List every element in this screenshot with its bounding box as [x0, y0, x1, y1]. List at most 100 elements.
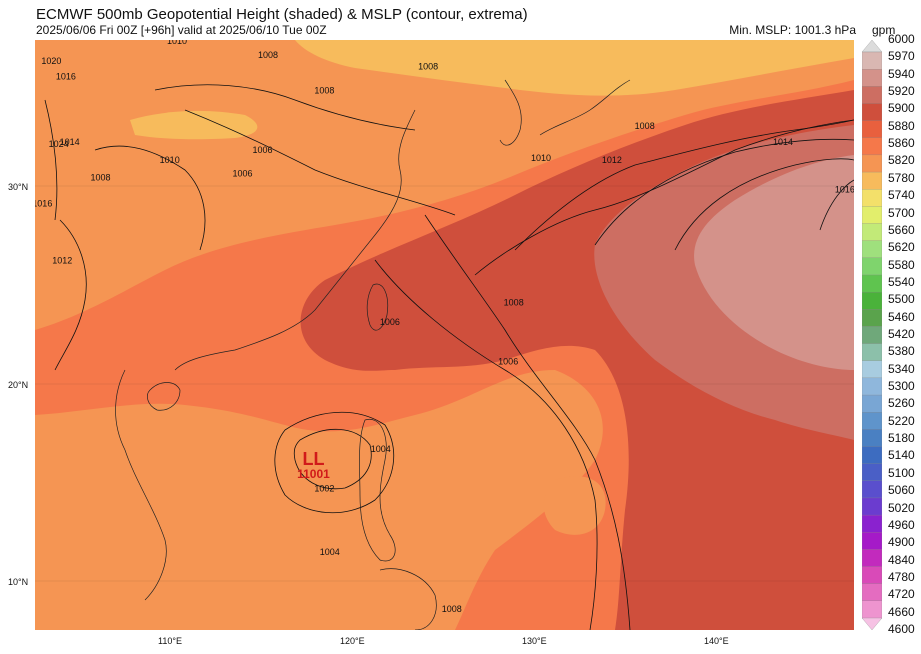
coastlines: [115, 79, 631, 630]
colorbar-tick-label: 4900: [888, 535, 915, 550]
colorbar-segment: [862, 377, 882, 396]
colorbar-tick-label: 5920: [888, 84, 915, 99]
colorbar-tick-label: 5540: [888, 274, 915, 289]
colorbar-tick-label: 5970: [888, 49, 915, 64]
colorbar-bottom-arrow: [862, 617, 882, 630]
colorbar-segment: [862, 480, 882, 499]
colorbar-tick-label: 5420: [888, 327, 915, 341]
lat-label-10: 10°N: [8, 577, 29, 587]
contour-label: 1008: [258, 50, 278, 60]
colorbar-segment: [862, 463, 882, 482]
colorbar-segment: [862, 532, 882, 551]
lon-label-130: 130°E: [522, 636, 547, 646]
isobar-1006-south: [374, 259, 598, 630]
colorbar-tick-label: 5880: [888, 118, 915, 133]
isobar-1002-low: [293, 428, 372, 490]
contour-label: 1008: [314, 86, 334, 96]
contour-label: 1008: [504, 297, 524, 307]
colorbar-top-arrow: [862, 40, 882, 53]
colorbar-tick-label: 4960: [888, 517, 915, 532]
luzon-island: [359, 418, 396, 562]
isobar-1010-east: [514, 119, 854, 251]
contour-label: 1010: [160, 155, 180, 165]
colorbar-tick-label: 4720: [888, 587, 915, 602]
contour-label: 1008: [418, 62, 438, 72]
isobar-1006-north: [184, 109, 456, 216]
colorbar-segment: [862, 223, 882, 242]
colorbar-tick-label: 4660: [888, 604, 915, 619]
colorbar-segment: [862, 566, 882, 585]
isobar-1008-south: [424, 214, 631, 630]
lon-label-110: 110°E: [158, 636, 182, 646]
height-band-5780-west: [130, 110, 258, 140]
colorbar-tick-label: 5260: [888, 396, 915, 411]
colorbar-segment: [862, 446, 882, 465]
colorbar-segment: [862, 291, 882, 310]
colorbar-segment: [862, 343, 882, 362]
colorbar-unit: gpm: [872, 23, 896, 37]
colorbar-segment: [862, 103, 882, 122]
colorbar-tick-label: 5140: [888, 448, 915, 463]
korea-peninsula: [499, 79, 522, 146]
colorbar-segment: [862, 189, 882, 208]
contour-label: 1006: [380, 317, 400, 327]
colorbar-segment: [862, 326, 882, 345]
colorbar-segment: [862, 412, 882, 430]
colorbar-segment: [862, 120, 882, 139]
lon-label-140: 140°E: [704, 636, 729, 646]
colorbar-tick-label: 5460: [888, 309, 915, 324]
colorbar-segment: [862, 51, 882, 70]
isobar-1004-low: [274, 411, 395, 514]
colorbar-tick-label: 5940: [888, 66, 915, 81]
colorbar-segment: [862, 514, 882, 533]
isobar-1012-east: [594, 138, 854, 246]
isobar-1008-north: [154, 84, 416, 131]
isobar-1008-east: [474, 119, 854, 276]
colorbar-tick-label: 5780: [888, 170, 915, 185]
taiwan-island: [366, 283, 389, 331]
colorbar-tick-label: 5340: [888, 361, 915, 376]
colorbar-segment: [862, 394, 882, 413]
indochina-coast: [115, 369, 167, 601]
height-band-5780-north: [295, 40, 854, 96]
contour-label: 1006: [252, 145, 272, 155]
colorbar-segment: [862, 600, 882, 619]
isobar-1014-east: [674, 158, 854, 251]
low-value: 11001: [297, 466, 330, 481]
colorbar-segment: [862, 137, 882, 156]
map-canvas: 1010100810081008102010161024101410081010…: [35, 40, 854, 630]
contour-label: 1004: [371, 444, 391, 454]
min-mslp-readout: Min. MSLP: 1001.3 hPa: [729, 23, 856, 37]
height-band-5820-south: [35, 370, 603, 630]
height-band-5820-sw: [543, 476, 606, 535]
contour-label: 1012: [602, 155, 622, 165]
colorbar-tick-label: 5500: [888, 292, 915, 307]
colorbar-tick-label: 4840: [888, 552, 915, 567]
contour-label: 1016: [35, 198, 52, 208]
contour-label: 1010: [531, 153, 551, 163]
isobar-1012-west: [54, 219, 87, 371]
colorbar-tick-label: 5700: [888, 205, 915, 220]
colorbar-segment: [862, 429, 882, 448]
colorbar-segment: [862, 497, 882, 516]
contour-label: 1008: [635, 121, 655, 131]
colorbar-segment: [862, 171, 882, 190]
contour-label: 1008: [442, 604, 462, 614]
colorbar-segment: [862, 154, 882, 173]
colorbar-segment: [862, 549, 882, 568]
colorbar-segment: [862, 274, 882, 293]
contour-label: 1010: [167, 40, 187, 46]
colorbar-segment: [862, 68, 882, 87]
low-symbol: LL: [302, 448, 325, 469]
colorbar-tick-label: 5020: [888, 500, 915, 515]
colorbar: [862, 40, 882, 630]
colorbar-tick-label: 6000: [888, 32, 915, 46]
colorbar-tick-label: 5180: [888, 431, 915, 446]
contour-label: 1002: [314, 483, 334, 493]
graticule: [35, 185, 854, 582]
colorbar-tick-label: 5380: [888, 344, 915, 359]
isobar-1010-west: [94, 145, 206, 251]
contour-label: 1004: [320, 547, 340, 557]
colorbar-segment: [862, 86, 882, 105]
colorbar-tick-label: 5620: [888, 240, 915, 255]
